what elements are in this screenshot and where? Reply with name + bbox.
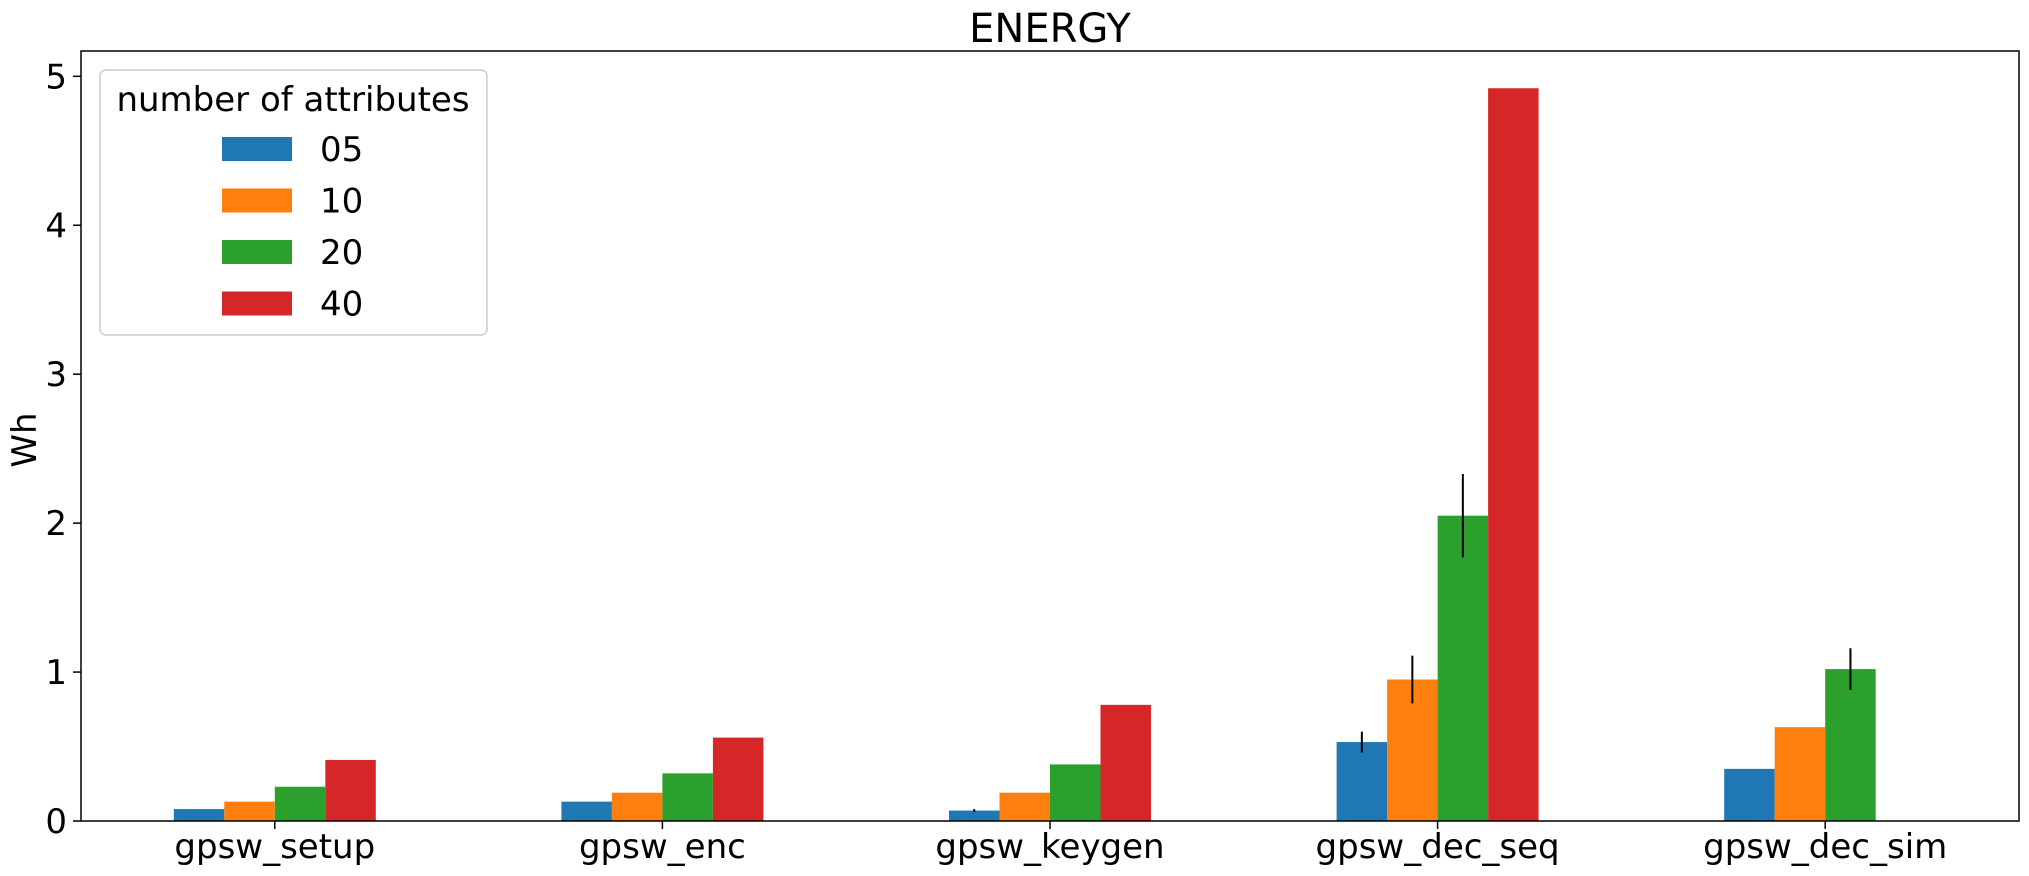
bar-20-gpsw_enc [662,773,713,821]
y-tick-label: 5 [45,57,67,97]
legend-label-10: 10 [320,182,363,222]
y-tick-label: 1 [45,653,67,693]
legend-swatch-10 [222,188,292,213]
legend: number of attributes 05 10 20 40 [99,69,488,336]
x-tick-label: gpsw_setup [174,827,375,867]
bar-05-gpsw_keygen [949,810,1000,821]
bar-20-gpsw_dec_seq [1437,515,1489,821]
bar-05-gpsw_dec_sim [1724,768,1775,821]
bar-05-gpsw_setup [173,809,225,821]
y-axis-label: Wh [5,412,45,467]
legend-label-20: 20 [320,233,363,273]
legend-entries: 05 10 20 40 [222,130,363,325]
x-tick-label: gpsw_keygen [935,827,1164,867]
legend-swatch-40 [222,291,292,316]
y-tick-label: 4 [45,206,67,246]
y-tick-label: 2 [45,504,67,544]
bar-10-gpsw_setup [224,801,275,821]
legend-swatch-05 [222,137,292,161]
x-axis-ticks: gpsw_setup gpsw_enc gpsw_keygen gpsw_dec_se… [174,821,1947,867]
chart-title: ENERGY [969,6,1131,52]
y-tick-label: 0 [45,802,67,842]
legend-frame [99,69,488,336]
bar-05-gpsw_enc [561,801,612,821]
bar-10-gpsw_keygen [999,792,1050,821]
legend-title: number of attributes [116,80,469,120]
error-bars-layer [973,473,1852,813]
bar-10-gpsw_enc [611,792,663,821]
bar-40-gpsw_keygen [1100,704,1151,821]
bar-10-gpsw_dec_sim [1774,727,1826,821]
bar-20-gpsw_keygen [1050,764,1101,821]
bars-layer [173,88,1876,822]
x-tick-label: gpsw_enc [579,827,746,867]
y-tick-label: 3 [45,355,67,395]
bar-40-gpsw_dec_seq [1488,88,1539,822]
legend-label-05: 05 [320,130,363,170]
y-axis-ticks: 0 1 2 3 4 5 [45,57,81,842]
bar-40-gpsw_setup [325,759,376,821]
x-tick-label: gpsw_dec_seq [1316,827,1560,867]
bar-05-gpsw_dec_seq [1336,742,1388,821]
bar-40-gpsw_enc [712,737,764,821]
bar-20-gpsw_dec_sim [1825,669,1876,821]
legend-swatch-20 [222,240,292,264]
bar-20-gpsw_setup [274,786,326,821]
x-tick-label: gpsw_dec_sim [1703,827,1947,867]
legend-label-40: 40 [320,285,363,325]
